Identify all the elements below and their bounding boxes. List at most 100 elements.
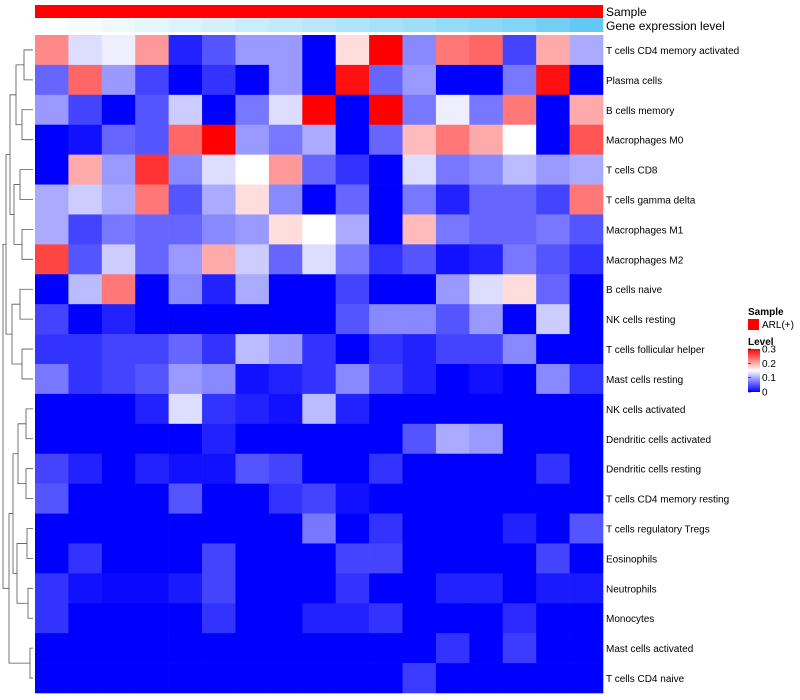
heatmap-cell	[536, 184, 570, 215]
row-label: NK cells activated	[606, 405, 685, 416]
dendrogram-branch	[17, 423, 26, 485]
heatmap-cell	[101, 124, 136, 155]
heatmap-cell	[469, 663, 504, 694]
heatmap-cell	[335, 214, 370, 245]
heatmap-cell	[202, 244, 236, 275]
heatmap-cell	[402, 274, 437, 305]
heatmap-cell	[469, 154, 504, 185]
heatmap-cell	[35, 453, 69, 484]
heatmap-cell	[369, 513, 403, 544]
dendrogram-branch	[25, 468, 33, 499]
heatmap-cell	[101, 214, 136, 245]
heatmap-cell	[402, 35, 437, 66]
heatmap-cell	[402, 244, 437, 275]
heatmap-cell	[302, 633, 337, 664]
expression-annotation-cell	[268, 18, 303, 32]
heatmap-cell	[135, 663, 169, 694]
heatmap-cell	[302, 483, 337, 514]
heatmap-cell	[268, 663, 303, 694]
heatmap-cell	[268, 364, 303, 395]
heatmap-cell	[101, 543, 136, 574]
heatmap-cell	[369, 483, 403, 514]
expression-annotation-cell	[35, 18, 69, 32]
heatmap-cell	[68, 663, 103, 694]
heatmap-cell	[469, 393, 504, 425]
heatmap-cell	[502, 35, 537, 66]
heatmap-cell	[268, 35, 303, 66]
heatmap-cell	[268, 483, 303, 514]
heatmap-cell	[335, 543, 370, 574]
heatmap-cell	[402, 543, 437, 574]
heatmap-cell	[101, 304, 136, 335]
heatmap-cell	[235, 633, 270, 664]
heatmap-cell	[135, 184, 169, 215]
heatmap-cell	[68, 633, 103, 664]
heatmap-cell	[202, 453, 236, 484]
heatmap-cell	[235, 573, 270, 604]
heatmap-cell	[536, 393, 570, 425]
row-label: NK cells resting	[606, 315, 675, 326]
heatmap-cell	[302, 64, 337, 96]
heatmap-cell	[435, 304, 470, 335]
heatmap-cell	[135, 274, 169, 305]
expression-annotation-cell	[402, 18, 437, 32]
heatmap-cell	[168, 663, 203, 694]
heatmap-cell	[135, 603, 169, 634]
heatmap-cell	[202, 214, 236, 245]
heatmap-cell	[68, 94, 103, 126]
heatmap-cell	[135, 124, 169, 155]
heatmap-cell	[268, 393, 303, 425]
heatmap-cell	[202, 274, 236, 305]
heatmap-cell	[536, 274, 570, 305]
heatmap-cell	[369, 663, 403, 694]
annotation-label-sample: Sample	[606, 5, 647, 19]
heatmap-cell	[536, 304, 570, 335]
heatmap-cell	[335, 334, 370, 365]
heatmap-cell	[469, 364, 504, 395]
heatmap-cell	[402, 184, 437, 215]
heatmap-cell	[569, 483, 604, 514]
heatmap-cell	[469, 64, 504, 96]
heatmap-cell	[235, 513, 270, 544]
heatmap-cell	[469, 184, 504, 215]
heatmap-cell	[536, 35, 570, 66]
heatmap-cell	[135, 244, 169, 275]
row-label: Macrophages M0	[606, 136, 684, 147]
heatmap-cell	[202, 423, 236, 455]
heatmap-cell	[135, 543, 169, 574]
heatmap-cell	[68, 573, 103, 604]
heatmap-cell	[402, 304, 437, 335]
row-label: B cells memory	[606, 106, 674, 117]
heatmap-cell	[435, 184, 470, 215]
heatmap-cell	[135, 573, 169, 604]
heatmap-cell	[168, 633, 203, 664]
heatmap-cell	[235, 603, 270, 634]
heatmap-cell	[101, 274, 136, 305]
expression-annotation-cell	[168, 18, 203, 32]
heatmap-cell	[135, 94, 169, 126]
heatmap-cell	[101, 483, 136, 514]
heatmap-cell	[202, 94, 236, 126]
heatmap-cell	[68, 124, 103, 155]
heatmap-cell	[68, 64, 103, 96]
heatmap-cell	[168, 274, 203, 305]
heatmap-cell	[469, 274, 504, 305]
heatmap-cell	[35, 274, 69, 305]
heatmap-cell	[68, 304, 103, 335]
legend-tick-label: 0.1	[762, 373, 776, 384]
heatmap-cell	[202, 64, 236, 96]
heatmap-cell	[135, 483, 169, 514]
heatmap-cell	[569, 453, 604, 484]
heatmap-cell	[536, 334, 570, 365]
dendrogram-branch	[21, 229, 33, 260]
row-dendrogram	[2, 49, 33, 679]
annotation-labels: Sample Gene expression level	[606, 5, 725, 33]
expression-annotation-cell	[202, 18, 236, 32]
annotation-bars	[35, 5, 604, 32]
heatmap-cell	[135, 334, 169, 365]
heatmap-cell	[569, 35, 604, 66]
heatmap-cell	[469, 513, 504, 544]
heatmap-cell	[469, 334, 504, 365]
heatmap-cell	[235, 154, 270, 185]
heatmap-cell	[202, 184, 236, 215]
